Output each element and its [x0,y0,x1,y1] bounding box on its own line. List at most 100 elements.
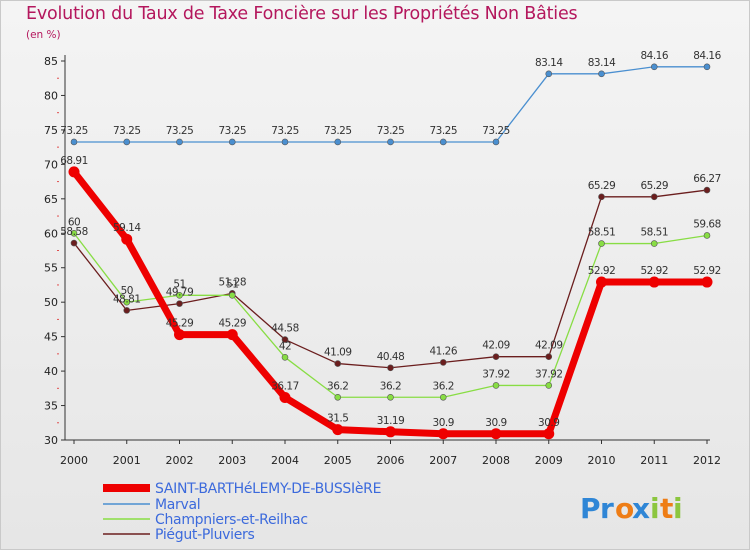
y-tick-label: 30 [44,434,58,447]
data-label: 42 [279,340,291,352]
data-point [70,229,78,237]
x-tick-label: 2008 [482,454,510,467]
data-label: 50 [121,285,133,297]
data-label: 31.5 [327,413,348,425]
data-label: 40.48 [377,351,405,363]
y-tick-label: 35 [44,400,58,413]
data-label: 51 [226,278,238,290]
data-label: 84.16 [640,50,668,62]
data-point [439,393,447,401]
data-point [281,138,289,146]
data-point [279,391,291,403]
data-label: 58.51 [640,227,668,239]
data-point [650,240,658,247]
legend-label: Piégut-Pluviers [155,527,254,543]
data-point [281,354,289,361]
data-label: 73.25 [113,125,141,137]
axes: 30 35 40 45 50 55 60 65 70 75 80 85 2000 2001 2002 2003… [44,55,721,467]
legend-label: Champniers-et-Reilhac [155,512,308,528]
legend: SAINT-BARTHéLEMY-DE-BUSSIèREMarvalChampn… [103,481,381,543]
data-point [332,424,344,436]
logo-letter: x [632,492,650,525]
data-point [650,193,658,201]
data-point [123,307,131,314]
data-label: 48.81 [113,293,141,305]
data-label: 73.25 [482,125,510,137]
data-label: 66.27 [693,173,721,185]
data-label: 45.29 [218,318,246,330]
data-point [121,233,133,245]
data-label: 37.92 [535,368,563,380]
data-label: 52.92 [640,265,668,277]
data-label: 45.29 [166,318,194,330]
data-label: 37.92 [482,368,510,380]
data-label: 59.68 [693,218,721,230]
legend-label: Marval [155,497,200,513]
unit-label: (en %) [26,29,61,41]
x-tick-label: 2004 [271,454,299,467]
data-point [176,300,183,307]
x-tick-label: 2001 [113,454,141,467]
data-point [545,353,553,360]
x-tick-label: 2006 [377,454,405,467]
data-point [387,138,394,146]
x-tick-label: 2011 [640,454,668,467]
data-point [543,428,555,440]
data-point [439,359,447,366]
data-point [703,63,711,71]
data-point [70,239,78,247]
data-point [174,329,185,341]
data-label: 30.9 [538,417,559,429]
data-labels: 73.25 73.25 73.25 73.25 73.25 73.25 73.25 73.25… [60,50,722,429]
data-point [703,232,711,239]
data-label: 73.25 [429,125,457,137]
y-tick-label: 45 [44,331,58,344]
data-label: 31.19 [377,415,405,427]
logo-letter: i [673,492,683,525]
data-point [226,329,238,341]
data-label: 83.14 [535,57,563,69]
data-label: 83.14 [588,57,616,69]
data-point [228,138,236,146]
y-tick-label: 80 [44,89,58,102]
data-point [385,426,396,438]
data-label: 68.91 [60,155,88,167]
data-point [123,298,131,306]
data-label: 36.2 [433,380,454,392]
data-label: 65.29 [640,180,668,192]
logo-letter: r [600,492,614,525]
data-label: 73.25 [377,125,405,137]
data-point [437,428,449,440]
data-point [701,276,713,288]
logo-letter: o [615,492,634,525]
data-label: 73.25 [60,125,88,137]
data-point [334,360,342,367]
series-layer [68,63,713,440]
logo-letter: t [660,492,673,525]
data-point [68,166,80,178]
y-tick-label: 50 [44,296,58,309]
data-point [387,364,394,372]
data-label: 60 [68,216,80,228]
x-tick-label: 2010 [588,454,616,467]
data-point [596,276,607,288]
data-label: 58.58 [60,226,88,238]
data-label: 59.14 [113,222,141,234]
data-point [228,291,236,299]
data-label: 36.2 [327,380,348,392]
x-tick-label: 2009 [535,454,563,467]
data-point [545,70,553,78]
data-point [648,276,660,288]
y-tick-label: 55 [44,262,58,275]
y-tick-label: 85 [44,55,58,68]
data-point [176,291,183,299]
data-label: 51 [173,278,185,290]
data-point [281,336,289,343]
data-label: 41.26 [429,345,457,357]
y-tick-label: 65 [44,193,58,206]
data-point [545,382,553,389]
data-label: 42.09 [535,340,563,352]
x-tick-label: 2000 [60,454,88,467]
